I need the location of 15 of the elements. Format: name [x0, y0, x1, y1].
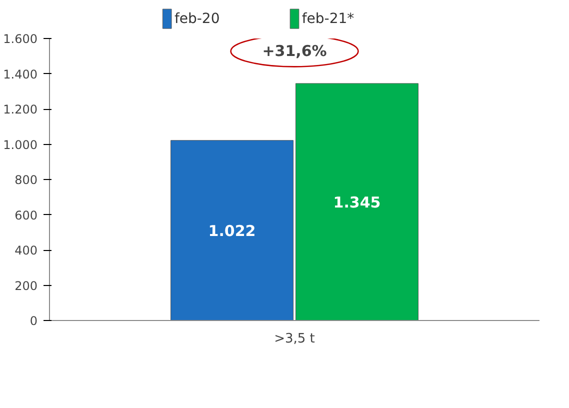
y-tick-label: 1.000 — [3, 138, 38, 152]
x-tick-label: >3,5 t — [274, 332, 315, 346]
legend-label: feb-21* — [302, 10, 354, 27]
y-tick-label: 1.400 — [3, 67, 38, 82]
y-tick-label: 200 — [14, 278, 38, 293]
y-tick-label: 800 — [14, 173, 38, 187]
annotation: +31,6% — [262, 42, 327, 60]
y-tick-label: 1.200 — [3, 102, 38, 116]
legend-label: feb-20 — [174, 10, 220, 27]
y-tick-label: 600 — [14, 208, 38, 222]
data-label: 1.345 — [333, 193, 381, 212]
y-tick-label: 1.600 — [3, 32, 38, 46]
data-label: 1.022 — [208, 222, 256, 240]
y-tick-label: 0 — [30, 314, 38, 328]
y-tick-label: 400 — [14, 244, 38, 258]
